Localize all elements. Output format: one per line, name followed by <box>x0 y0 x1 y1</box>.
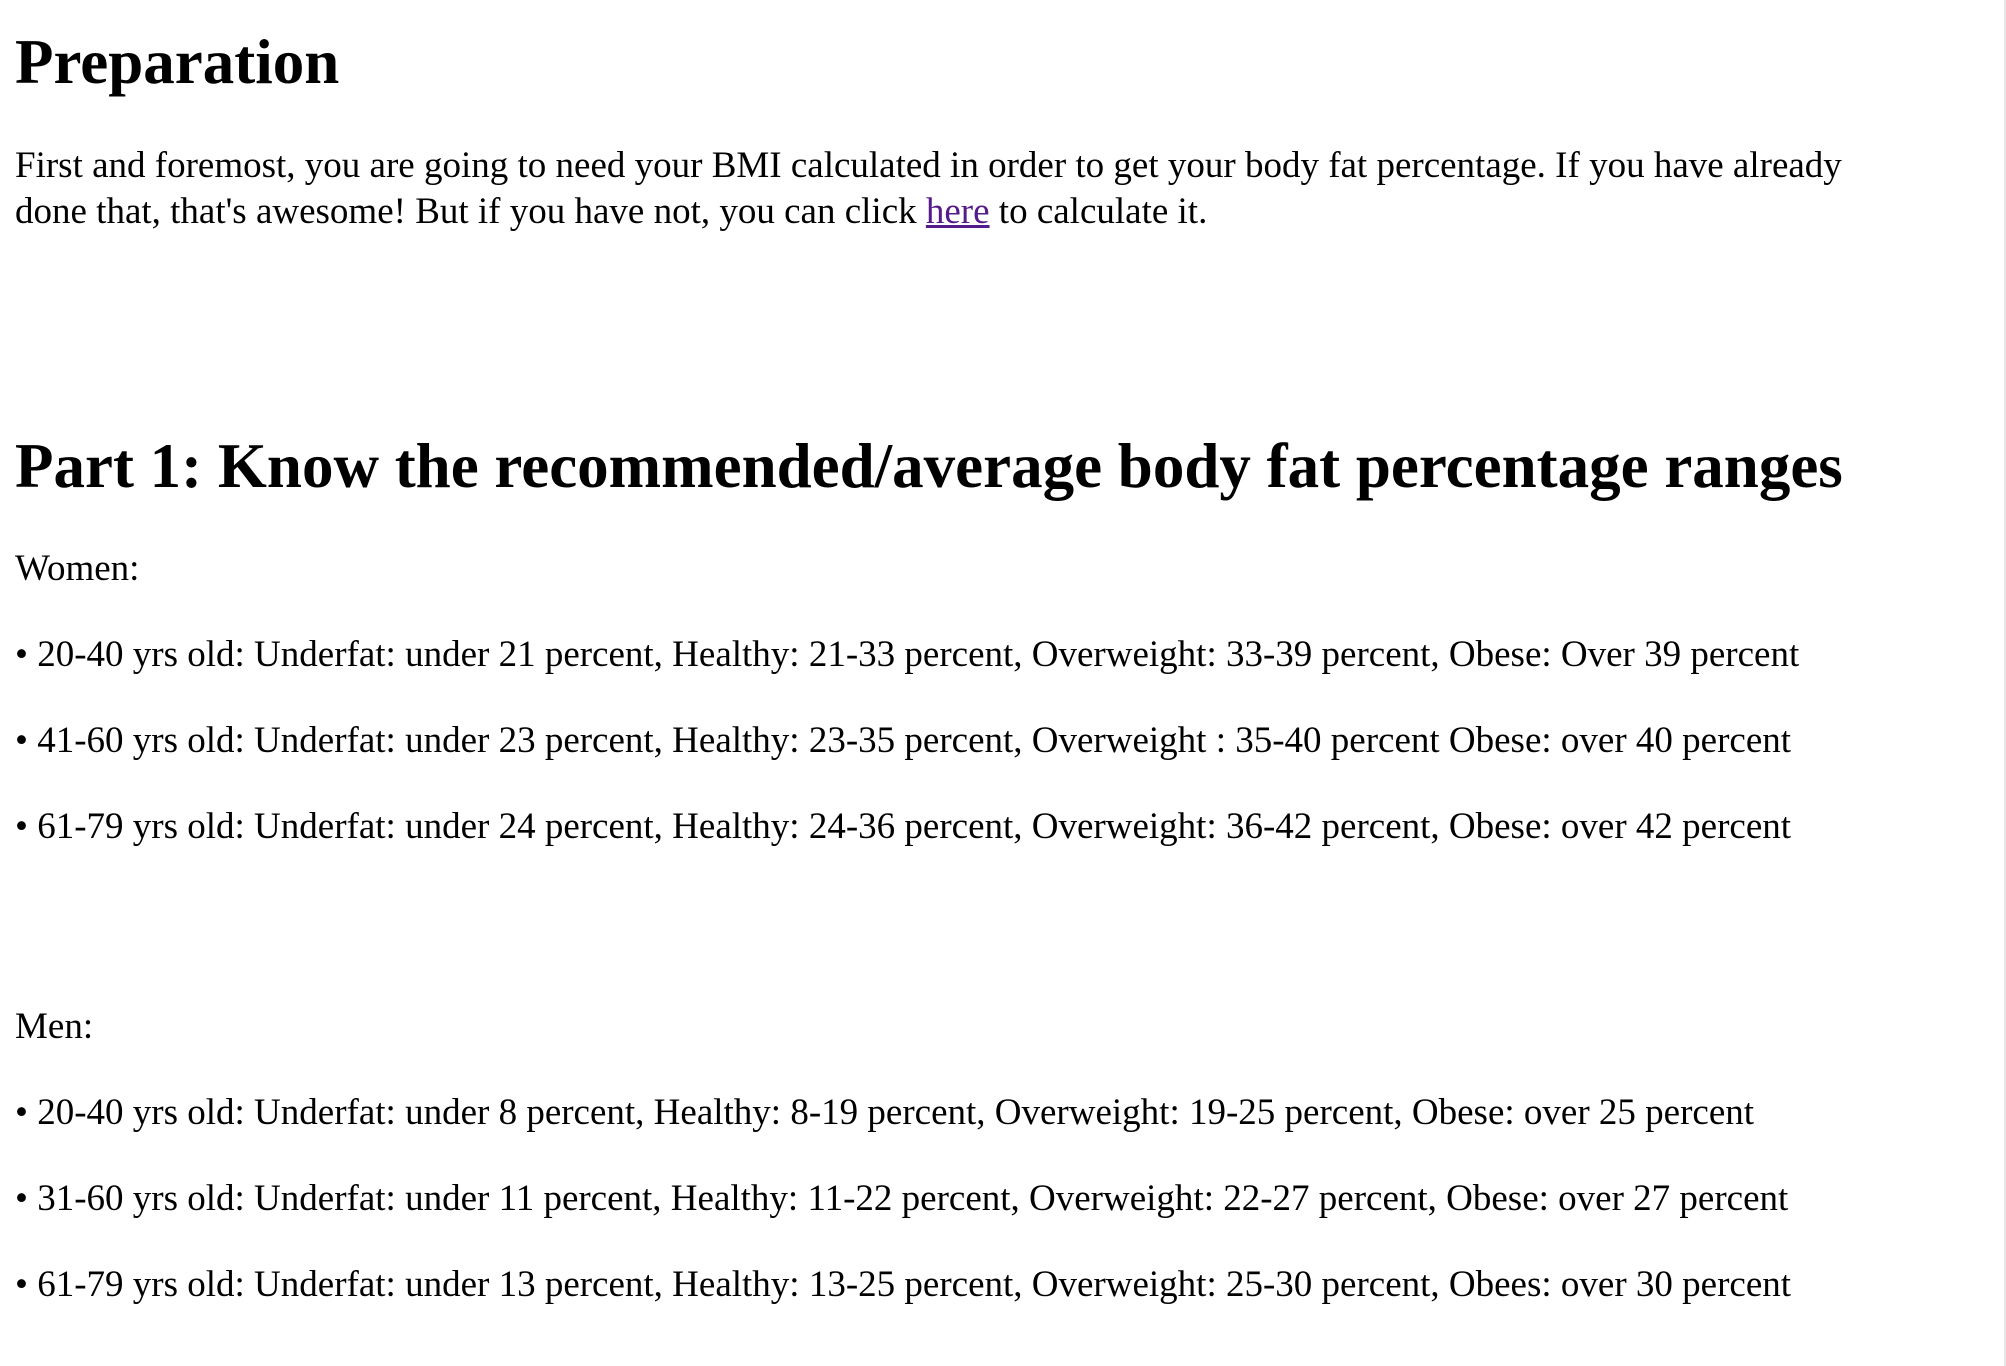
preparation-heading: Preparation <box>15 27 340 97</box>
window-right-edge <box>2004 0 2006 1366</box>
intro-text-after-link: to calculate it. <box>989 191 1208 232</box>
women-range-item: • 61-79 yrs old: Underfat: under 24 perc… <box>15 806 1792 847</box>
women-range-item: • 20-40 yrs old: Underfat: under 21 perc… <box>15 634 1800 675</box>
men-range-item: • 61-79 yrs old: Underfat: under 13 perc… <box>15 1264 1792 1305</box>
women-range-item: • 41-60 yrs old: Underfat: under 23 perc… <box>15 720 1792 761</box>
men-range-item: • 20-40 yrs old: Underfat: under 8 perce… <box>15 1092 1755 1133</box>
part1-heading: Part 1: Know the recommended/average bod… <box>15 431 1843 501</box>
preparation-intro-paragraph: First and foremost, you are going to nee… <box>15 143 1915 235</box>
women-label: Women: <box>15 548 140 589</box>
men-range-item: • 31-60 yrs old: Underfat: under 11 perc… <box>15 1178 1789 1219</box>
intro-text-before-link: First and foremost, you are going to nee… <box>15 145 1842 232</box>
men-label: Men: <box>15 1006 94 1047</box>
bmi-calculator-link[interactable]: here <box>925 191 990 232</box>
